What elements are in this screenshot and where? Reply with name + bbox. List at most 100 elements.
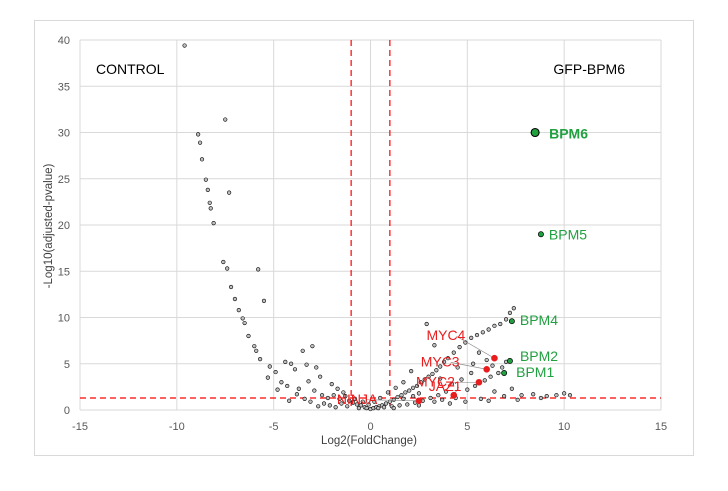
y-tick-label: 0 — [64, 405, 70, 417]
data-point — [407, 388, 412, 393]
data-point — [418, 380, 423, 385]
x-tick-label: -15 — [72, 421, 88, 433]
y-tick-label: 5 — [64, 359, 70, 371]
data-point — [319, 393, 325, 398]
data-point — [221, 259, 226, 265]
data-point — [275, 387, 280, 392]
data-point — [401, 380, 406, 385]
data-point — [562, 391, 567, 396]
leader-lines — [366, 335, 495, 402]
data-point — [287, 398, 292, 403]
leader-line — [456, 335, 495, 359]
data-point — [430, 371, 435, 377]
data-point — [240, 316, 245, 321]
data-point — [292, 367, 298, 372]
data-point — [207, 200, 212, 205]
data-point — [337, 396, 342, 402]
data-point — [486, 327, 491, 332]
data-point — [316, 404, 321, 409]
data-point — [341, 390, 346, 395]
bpm-points — [501, 127, 544, 376]
x-tick-label: 10 — [558, 421, 570, 433]
data-point — [304, 362, 309, 367]
data-point — [445, 356, 451, 361]
data-point — [345, 404, 350, 409]
y-tick-label: 15 — [58, 266, 70, 278]
data-point — [544, 394, 549, 399]
tick-labels: -15 -10 -5 0 5 10 15 0 5 10 15 20 25 30 35 40 — [58, 35, 667, 433]
data-point — [310, 344, 315, 349]
chart-frame — [34, 20, 694, 456]
point-label: BPM5 — [549, 226, 587, 242]
data-point — [325, 395, 330, 401]
data-point — [424, 321, 429, 327]
data-point — [283, 359, 288, 365]
data-point — [476, 350, 482, 355]
data-point — [366, 402, 371, 407]
data-point — [358, 403, 363, 408]
data-point — [314, 365, 319, 370]
highlight-point — [483, 366, 491, 373]
data-point — [228, 284, 234, 290]
highlight-point — [415, 397, 423, 405]
data-point — [364, 406, 369, 411]
data-point — [411, 385, 416, 390]
point-label: BPM4 — [520, 312, 558, 328]
leader-line — [366, 399, 419, 402]
data-point — [197, 140, 203, 145]
data-point — [443, 389, 449, 394]
data-point — [279, 380, 284, 385]
data-point — [261, 298, 267, 303]
data-point — [339, 401, 344, 406]
data-point — [463, 399, 468, 404]
data-point — [258, 357, 263, 362]
data-point — [399, 393, 404, 398]
corner-label-control: CONTROL — [96, 61, 165, 77]
data-point — [486, 398, 491, 403]
data-point — [318, 374, 323, 379]
data-point — [285, 383, 290, 389]
data-point — [331, 393, 336, 398]
data-point — [267, 364, 272, 369]
data-point — [434, 368, 439, 373]
data-point — [254, 348, 259, 353]
data-point — [482, 378, 487, 383]
data-point — [451, 350, 456, 355]
data-point — [327, 403, 332, 408]
data-point — [438, 364, 443, 369]
data-point — [211, 221, 216, 226]
data-point — [492, 389, 497, 394]
highlight-point — [491, 354, 498, 362]
bpm-point — [501, 370, 508, 376]
data-point — [256, 267, 261, 272]
data-point — [242, 320, 247, 326]
bpm-point — [537, 231, 544, 238]
threshold-lines — [80, 40, 661, 410]
data-point — [232, 296, 238, 302]
data-point — [393, 385, 398, 390]
data-point — [507, 310, 513, 315]
x-tick-label: -5 — [269, 421, 279, 433]
data-point — [469, 335, 474, 340]
x-axis-title: Log2(FoldChange) — [321, 435, 417, 447]
point-label: MYC3 — [421, 353, 460, 369]
data-point — [378, 395, 383, 401]
point-label: MYC2 — [416, 373, 455, 389]
data-point — [416, 391, 422, 396]
data-point — [356, 406, 361, 411]
point-label: JAZ1 — [429, 378, 462, 394]
point-label: BPM6 — [549, 126, 588, 142]
data-point — [223, 117, 228, 122]
data-point — [308, 399, 313, 404]
data-point — [509, 386, 514, 391]
data-point — [273, 369, 278, 375]
data-point — [411, 394, 416, 399]
data-point — [294, 392, 300, 397]
data-point — [265, 375, 270, 380]
data-point — [503, 317, 509, 322]
data-point — [205, 187, 210, 192]
data-point — [455, 365, 460, 370]
y-tick-label: 30 — [58, 128, 70, 140]
